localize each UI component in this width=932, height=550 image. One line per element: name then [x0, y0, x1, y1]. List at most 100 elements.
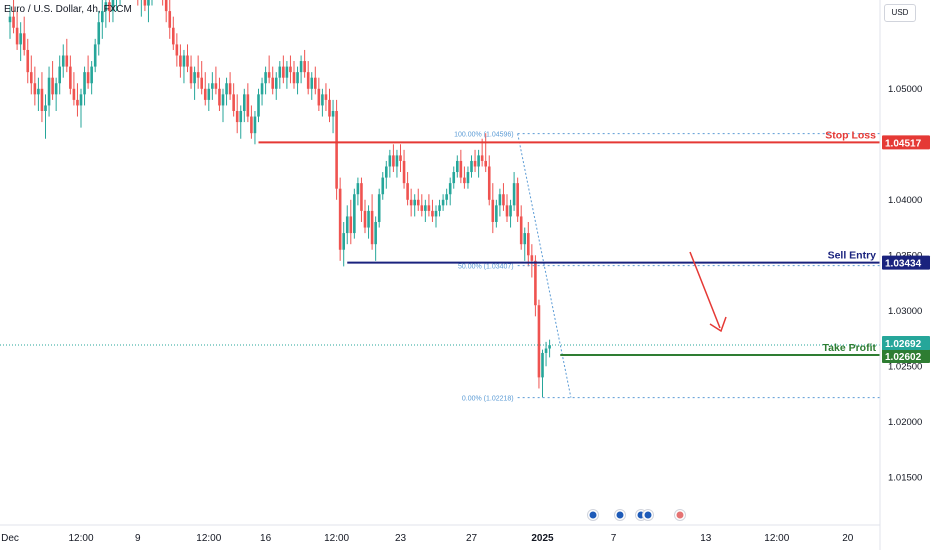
candle-body: [19, 33, 22, 45]
candle-body: [395, 155, 399, 167]
candle-body: [179, 55, 182, 67]
candle-body: [235, 110, 239, 123]
candle-body: [473, 160, 477, 167]
candle-body: [385, 166, 388, 178]
symbol-title[interactable]: Euro / U.S. Dollar, 4h, FXCM: [4, 4, 132, 15]
candle-body: [338, 188, 342, 250]
x-tick-label: 23: [395, 533, 407, 544]
candle-body: [83, 72, 86, 95]
candle-body: [108, 2, 111, 12]
candle-body: [260, 83, 264, 95]
candle-body: [363, 210, 367, 228]
stop-loss-price-badge: 1.04517: [885, 138, 922, 149]
currency-button[interactable]: USD: [884, 4, 916, 22]
fib-level-label: 50.00% (1.03407): [458, 264, 514, 271]
take-profit-price-badge: 1.02602: [885, 352, 922, 363]
candle-body: [328, 99, 331, 117]
candle-body: [246, 94, 250, 117]
candle-body: [402, 160, 406, 184]
event-flag-icon-inner: [589, 511, 597, 519]
y-tick-label: 1.05000: [888, 84, 922, 95]
current-price-badge-bg: [882, 335, 930, 350]
candle-body: [200, 77, 203, 89]
candle-body: [324, 94, 328, 100]
x-tick-label: 12:00: [324, 533, 349, 544]
candle-body: [257, 94, 260, 117]
x-tick-label: 20: [842, 533, 854, 544]
x-tick-label: 12:00: [196, 533, 221, 544]
candle-body: [250, 116, 253, 134]
candle-body: [321, 94, 324, 106]
level-name-label: Stop Loss: [825, 129, 876, 141]
sell-entry-price-badge-bg: [882, 255, 930, 270]
y-tick-label: 1.02500: [888, 361, 922, 372]
candle-body: [182, 55, 186, 67]
candle-body: [58, 66, 61, 84]
candle-body: [456, 160, 459, 173]
candle-body: [509, 205, 512, 217]
current-price-badge: 1.02692: [885, 339, 922, 350]
candle-body: [431, 210, 434, 217]
event-flag-icon-inner: [676, 511, 684, 519]
candle-body: [285, 66, 289, 78]
candle-body: [523, 233, 527, 245]
candle-body: [86, 72, 90, 84]
x-tick-label: 12:00: [68, 533, 93, 544]
candle-body: [452, 172, 456, 184]
candle-body: [189, 66, 193, 84]
candle-body: [243, 94, 246, 111]
candle-body: [76, 99, 79, 106]
candle-body: [360, 183, 363, 211]
candle-body: [303, 61, 306, 73]
candle-body: [214, 83, 218, 89]
sell-arrow: [689, 251, 721, 329]
x-tick-label: 9: [135, 533, 141, 544]
candle-body: [367, 210, 370, 228]
candle-body: [381, 177, 385, 195]
candle-body: [299, 61, 303, 73]
candle-body: [65, 55, 69, 67]
candle-body: [548, 345, 551, 349]
candle-body: [186, 55, 189, 67]
candle-body: [331, 110, 335, 117]
x-tick-label: 16: [260, 533, 272, 544]
candle-body: [97, 22, 101, 45]
candle-body: [147, 0, 150, 6]
candle-body: [12, 16, 15, 28]
candle-body: [218, 88, 221, 106]
candle-body: [377, 194, 381, 222]
candle-body: [484, 160, 487, 167]
stop-loss-price-badge-bg: [882, 135, 930, 150]
candle-body: [353, 194, 356, 234]
y-tick-label: 1.04000: [888, 195, 922, 206]
candle-body: [477, 155, 480, 167]
level-name-label: Sell Entry: [828, 250, 877, 262]
candle-body: [296, 72, 299, 84]
x-tick-label: 27: [466, 533, 478, 544]
candle-body: [512, 183, 516, 206]
candle-body: [463, 177, 466, 184]
candle-body: [310, 77, 314, 89]
candle-body: [61, 55, 65, 67]
candle-body: [143, 0, 147, 6]
y-tick-label: 1.02000: [888, 417, 922, 428]
candle-body: [527, 233, 530, 256]
candle-body: [33, 83, 37, 95]
candle-body: [487, 166, 491, 200]
candle-body: [211, 83, 214, 89]
candle-body: [370, 210, 374, 245]
fib-trend-line: [517, 133, 572, 398]
candle-body: [79, 94, 83, 106]
candle-body: [278, 66, 282, 78]
candle-body: [267, 72, 271, 78]
candle-body: [502, 194, 505, 206]
candle-body: [537, 305, 541, 378]
candle-body: [406, 183, 409, 200]
fib-level-label: 100.00% (1.04596): [454, 132, 514, 139]
candle-body: [54, 83, 58, 95]
candle-body: [104, 2, 108, 12]
candle-body: [349, 216, 353, 234]
x-tick-label: 13: [700, 533, 712, 544]
